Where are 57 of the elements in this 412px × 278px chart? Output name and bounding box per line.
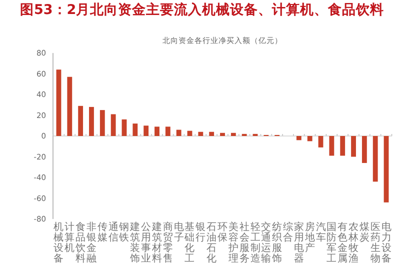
- bar: [67, 76, 72, 136]
- x-tick-label: 纺织服饰: [271, 221, 282, 264]
- bar: [230, 132, 236, 136]
- bar: [122, 119, 127, 136]
- bar: [56, 70, 62, 136]
- x-tick-label: 石油石化: [206, 222, 217, 264]
- x-tick-label: 银行: [194, 222, 206, 244]
- bar: [318, 136, 324, 148]
- x-tick-label: 商贸零售: [162, 221, 173, 264]
- x-tick-label: 建筑装饰: [129, 221, 140, 264]
- bar: [154, 126, 160, 136]
- bar: [372, 136, 378, 182]
- bar: [296, 136, 302, 140]
- bar: [340, 136, 346, 156]
- bar: [384, 136, 389, 202]
- bar: [198, 132, 204, 136]
- x-tick-label: 汽车: [316, 221, 326, 244]
- bar: [144, 126, 149, 136]
- x-tick-label: 有色金属: [338, 221, 348, 264]
- chart-title: 图53：2月北向资金主要流入机械设备、计算机、食品饮料: [20, 1, 384, 18]
- x-tick-label: 钢铁: [118, 222, 130, 244]
- x-tick-label: 房地产: [304, 221, 315, 254]
- x-tick-label: 国防军工: [326, 222, 337, 264]
- bar: [78, 106, 84, 136]
- bar: [165, 126, 170, 136]
- x-tick-label: 交通运输: [261, 221, 272, 264]
- x-tick-label: 电子: [174, 221, 184, 244]
- x-tick-label: 环保: [218, 222, 228, 244]
- x-tick-label: 电力设备: [381, 221, 392, 264]
- bar: [362, 136, 367, 163]
- bar: [100, 110, 105, 136]
- x-tick-label: 建筑材料: [150, 221, 162, 264]
- bar: [220, 132, 225, 136]
- x-tick-label: 医药生物: [370, 222, 380, 264]
- x-tick-label: 传媒: [97, 222, 108, 244]
- x-tick-label: 食品饮料: [74, 221, 86, 264]
- x-tick-label: 计算机: [64, 221, 75, 254]
- x-tick-label: 非银金融: [85, 221, 96, 264]
- bar: [176, 130, 182, 136]
- bar: [351, 136, 356, 157]
- bar: [329, 136, 334, 156]
- x-tick-label: 美容护理: [227, 221, 238, 264]
- x-tick-label: 综合: [283, 221, 294, 244]
- bar: [307, 136, 312, 142]
- x-tick-label: 轻工制造: [250, 221, 260, 264]
- bar: [209, 132, 214, 136]
- bar: [110, 114, 116, 136]
- x-tick-label: 通信: [108, 221, 118, 244]
- x-tick-label: 机械设备: [54, 221, 64, 264]
- bar: [89, 106, 94, 136]
- x-tick-label: 公用事业: [141, 221, 152, 264]
- x-tick-label: 煤炭: [359, 221, 370, 244]
- x-tick-label: 农林牧渔: [348, 222, 359, 264]
- x-tick-label: 社会服务: [239, 221, 250, 264]
- x-tick-label: 家用电器: [294, 221, 304, 264]
- x-tick-label: 基础化工: [184, 221, 195, 264]
- bar: [132, 124, 138, 136]
